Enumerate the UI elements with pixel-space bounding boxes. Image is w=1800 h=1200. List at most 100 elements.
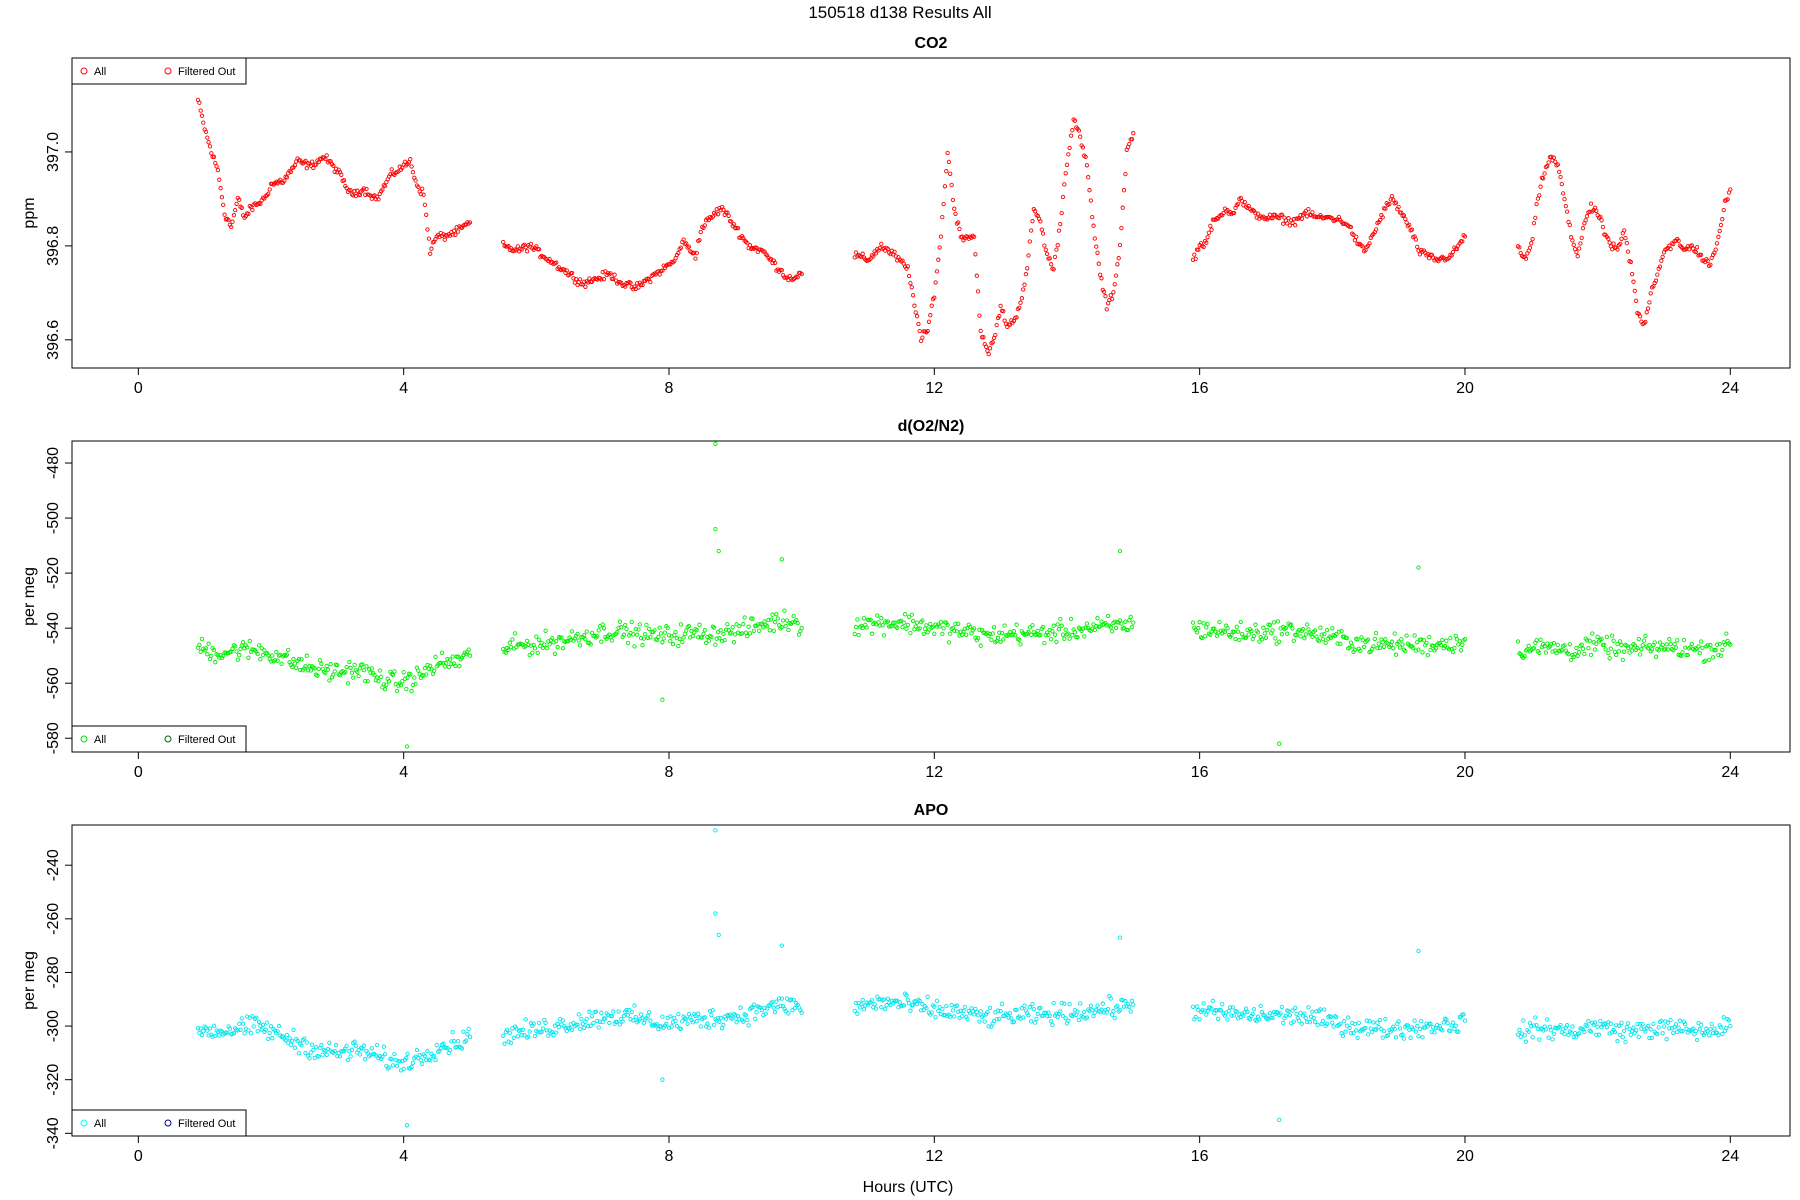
data-point <box>1706 657 1712 663</box>
data-point <box>971 1012 977 1017</box>
data-point <box>1251 633 1257 639</box>
data-point <box>259 1027 264 1032</box>
data-point <box>1324 1021 1330 1027</box>
data-point <box>1086 175 1091 180</box>
data-point <box>453 232 458 237</box>
data-point <box>709 634 714 639</box>
data-point <box>757 628 762 633</box>
data-point <box>747 631 753 636</box>
data-point <box>1250 1011 1255 1017</box>
data-point <box>400 678 405 684</box>
data-point <box>706 1025 711 1030</box>
data-point <box>1694 245 1700 250</box>
data-point <box>660 268 665 273</box>
data-point <box>766 617 771 623</box>
data-point <box>1523 256 1529 261</box>
data-point <box>1697 1027 1702 1032</box>
data-point <box>721 631 726 637</box>
data-point <box>681 237 686 242</box>
data-point <box>1340 1033 1346 1039</box>
data-point <box>386 679 392 684</box>
data-point <box>677 636 682 641</box>
data-point <box>596 628 601 633</box>
data-point <box>1351 1030 1356 1036</box>
legend-box <box>71 57 247 85</box>
data-point <box>999 1001 1005 1006</box>
data-point <box>892 620 897 625</box>
data-point <box>1071 1012 1076 1017</box>
data-point <box>646 1010 652 1015</box>
data-point <box>404 1055 409 1061</box>
data-point <box>1278 1011 1283 1016</box>
data-point <box>446 664 451 670</box>
data-point <box>1342 1019 1347 1024</box>
data-point <box>713 212 718 217</box>
data-point <box>917 626 922 631</box>
data-point <box>1096 261 1101 266</box>
data-point <box>1720 647 1725 653</box>
data-point <box>875 613 880 618</box>
data-point <box>1050 629 1055 634</box>
data-point <box>1030 1001 1035 1007</box>
data-point <box>1372 636 1377 642</box>
data-point <box>611 1009 616 1014</box>
data-point <box>361 186 367 191</box>
data-point-outlier <box>713 526 718 532</box>
data-point <box>657 625 662 630</box>
data-point <box>390 1063 396 1068</box>
data-point <box>888 251 893 257</box>
data-point <box>1039 227 1044 232</box>
data-point <box>418 191 424 197</box>
data-point <box>1433 646 1438 651</box>
data-point <box>1660 254 1665 260</box>
data-point <box>1718 653 1724 658</box>
data-point <box>1010 632 1015 637</box>
data-point <box>211 1023 217 1028</box>
data-point <box>750 616 755 621</box>
data-point <box>742 615 747 620</box>
data-point <box>1629 648 1635 653</box>
data-point <box>1728 187 1733 192</box>
data-point <box>1367 1019 1372 1024</box>
data-point <box>1066 1018 1071 1023</box>
data-point <box>1675 1029 1680 1035</box>
y-axis-label: per meg <box>21 567 38 626</box>
data-point <box>410 170 416 175</box>
data-point <box>294 665 299 670</box>
data-point <box>1633 298 1639 303</box>
data-point <box>451 228 457 233</box>
data-point <box>449 1039 454 1044</box>
data-point <box>1671 648 1676 653</box>
data-point <box>425 662 430 668</box>
data-point <box>971 234 977 240</box>
data-point <box>767 628 772 633</box>
data-point <box>772 619 778 625</box>
data-point <box>284 652 290 657</box>
data-point <box>422 1053 428 1059</box>
data-point <box>1657 640 1663 645</box>
data-point <box>1554 651 1559 656</box>
data-point <box>795 620 800 626</box>
data-point <box>337 1054 343 1059</box>
data-point <box>455 654 461 659</box>
data-point <box>978 328 983 334</box>
data-point <box>1304 622 1310 627</box>
data-point <box>1209 1006 1214 1012</box>
data-point <box>900 624 905 630</box>
data-point <box>416 668 421 673</box>
data-point <box>1615 641 1620 647</box>
data-point <box>1712 1026 1717 1031</box>
data-point <box>288 169 294 175</box>
data-point <box>778 1003 783 1009</box>
data-point <box>998 639 1003 645</box>
data-point <box>287 1036 292 1041</box>
data-point <box>374 1042 380 1048</box>
x-tick-label: 4 <box>399 380 408 397</box>
data-point <box>914 1001 920 1007</box>
data-point <box>1551 641 1557 646</box>
data-point <box>588 1023 593 1028</box>
data-point <box>934 269 940 274</box>
data-point <box>572 280 577 285</box>
x-tick-label: 0 <box>134 380 143 397</box>
data-point <box>1228 1005 1233 1010</box>
